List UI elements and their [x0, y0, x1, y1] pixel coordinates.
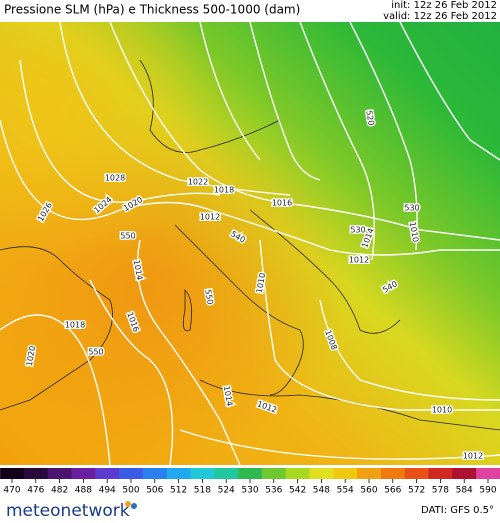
- colorbar-tick-label: 530: [241, 486, 258, 496]
- contour-label: 550: [88, 348, 103, 357]
- colorbar-tick-label: 518: [194, 486, 211, 496]
- colorbar-tick-label: 470: [3, 486, 20, 496]
- colorbar-tick-label: 578: [432, 486, 449, 496]
- colorbar-swatch: [119, 468, 144, 479]
- colorbar-swatch: [428, 468, 453, 479]
- colorbar-swatch: [476, 468, 500, 479]
- contour-label: 550: [120, 232, 135, 241]
- contour-label: 1010: [432, 406, 452, 415]
- colorbar-tick-label: 572: [408, 486, 425, 496]
- contour-label: 550: [203, 289, 215, 306]
- colorbar-swatch: [47, 468, 72, 479]
- init-time: init: 12z 26 Feb 2012: [391, 0, 497, 11]
- logo-dot: [125, 501, 131, 507]
- colorbar-swatch: [285, 468, 310, 479]
- colorbar-swatch: [357, 468, 382, 479]
- colorbar-tick-label: 512: [170, 486, 187, 496]
- colorbar-swatch: [238, 468, 263, 479]
- colorbar-swatch: [452, 468, 477, 479]
- contour-label: 530: [404, 204, 419, 213]
- colorbar-tick-label: 500: [122, 486, 139, 496]
- colorbar-swatch: [23, 468, 49, 479]
- contour-label: 1028: [105, 174, 125, 183]
- contour-label: 1018: [214, 186, 234, 195]
- colorbar-tick-label: 554: [337, 486, 354, 496]
- colorbar-tick-label: 488: [75, 486, 92, 496]
- logo-dot: [131, 503, 137, 509]
- coastlines: [0, 59, 500, 431]
- colorbar-swatch: [71, 468, 96, 479]
- colorbar-swatch: [404, 468, 429, 479]
- colorbar-tick-label: 494: [99, 486, 116, 496]
- colorbar-tick-label: 524: [218, 486, 235, 496]
- colorbar-swatch: [309, 468, 334, 479]
- contour-label: 1012: [200, 213, 220, 222]
- data-source: DATI: GFS 0.5°: [421, 505, 494, 516]
- colorbar-tick-label: 476: [27, 486, 44, 496]
- colorbar-swatch: [190, 468, 215, 479]
- colorbar-tick-label: 542: [289, 486, 306, 496]
- isobars: [0, 21, 500, 466]
- colorbar-swatch: [333, 468, 358, 479]
- valid-time: valid: 12z 26 Feb 2012: [383, 11, 497, 22]
- colorbar-swatch: [380, 468, 406, 479]
- colorbar-tick-label: 584: [456, 486, 473, 496]
- contour-label: 1022: [188, 178, 208, 187]
- contour-label: 1012: [463, 452, 483, 461]
- contour-label: 520: [364, 110, 376, 127]
- colorbar-tick-label: 548: [313, 486, 330, 496]
- colorbar-swatch: [142, 468, 168, 479]
- colorbar-tick-label: 566: [384, 486, 401, 496]
- contour-label: 1012: [349, 256, 369, 265]
- colorbar-tick-label: 482: [51, 486, 68, 496]
- logo: meteonetwork: [6, 501, 130, 521]
- colorbar-tick-label: 536: [265, 486, 282, 496]
- title: Pressione SLM (hPa) e Thickness 500-1000…: [4, 3, 300, 17]
- contour-label: 1016: [272, 199, 292, 208]
- colorbar-tick-label: 590: [479, 486, 496, 496]
- colorbar-swatch: [166, 468, 191, 479]
- colorbar-tick-label: 560: [360, 486, 377, 496]
- colorbar-swatch: [214, 468, 239, 479]
- colorbar-swatch: [0, 468, 25, 479]
- colorbar-swatch: [95, 468, 120, 479]
- colorbar-tick-label: 506: [146, 486, 163, 496]
- contour-label: 530: [350, 226, 365, 235]
- colorbar-swatch: [261, 468, 287, 479]
- contour-label: 1018: [65, 321, 85, 330]
